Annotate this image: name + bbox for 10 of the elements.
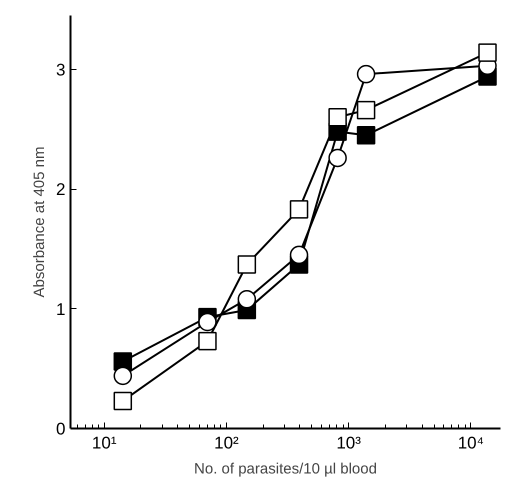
x-tick-label: 10⁴ xyxy=(458,434,484,452)
x-tick-label: 10³ xyxy=(336,434,362,452)
x-axis-title: No. of parasites/10 µl blood xyxy=(194,460,377,478)
y-tick-label: 0 xyxy=(56,420,66,438)
y-tick-label: 3 xyxy=(56,60,66,80)
x-tick-label: 10¹ xyxy=(92,434,117,452)
y-axis-title: Absorbance at 405 nm xyxy=(31,146,48,298)
y-tick-label: 1 xyxy=(56,300,66,319)
y-tick-label: 2 xyxy=(56,180,66,200)
x-tick-label: 10² xyxy=(214,434,240,452)
